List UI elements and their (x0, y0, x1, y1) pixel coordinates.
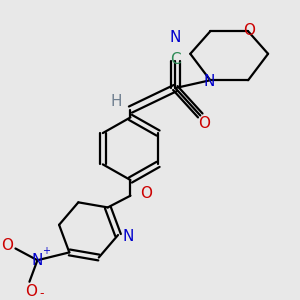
Text: O: O (2, 238, 14, 253)
Text: C: C (170, 52, 181, 67)
Text: O: O (26, 284, 38, 299)
Text: +: + (42, 246, 50, 256)
Text: N: N (169, 30, 181, 45)
Text: O: O (198, 116, 210, 131)
Text: O: O (140, 186, 152, 201)
Text: H: H (111, 94, 122, 109)
Text: N: N (32, 253, 43, 268)
Text: O: O (243, 23, 255, 38)
Text: N: N (204, 74, 215, 89)
Text: -: - (39, 287, 44, 300)
Text: N: N (122, 230, 134, 244)
